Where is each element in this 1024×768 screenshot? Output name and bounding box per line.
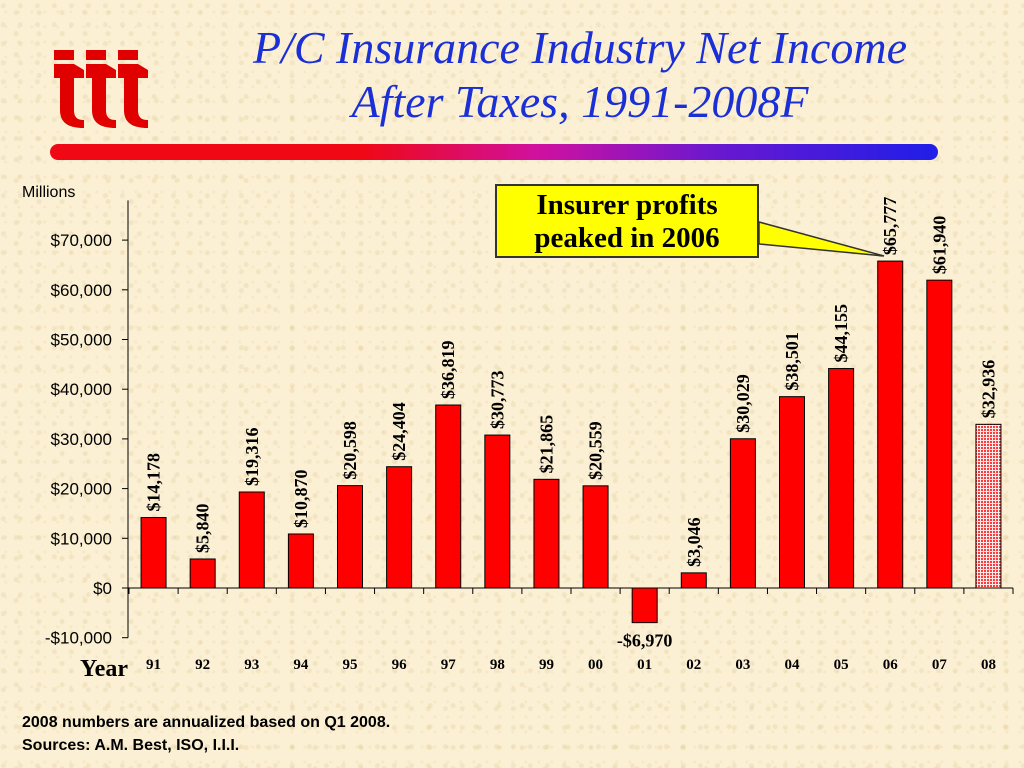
- data-label: $32,936: [978, 360, 998, 419]
- bar: [435, 404, 462, 589]
- x-tick-label: 95: [343, 657, 358, 673]
- data-label: $38,501: [782, 332, 802, 391]
- data-label: $24,404: [389, 402, 409, 461]
- data-label: $61,940: [929, 216, 949, 275]
- data-label: $30,029: [733, 374, 753, 433]
- bar: [189, 558, 216, 589]
- x-tick-label: 07: [932, 657, 948, 673]
- x-tick-label: 91: [146, 657, 161, 673]
- data-label: $21,865: [536, 415, 556, 474]
- x-tick-label: 01: [637, 657, 652, 673]
- bar: [287, 533, 314, 589]
- bar: [779, 396, 805, 589]
- bar: [533, 478, 560, 589]
- y-tick-label: $0: [93, 579, 112, 598]
- y-tick-label: -$10,000: [45, 629, 112, 648]
- data-label: $20,559: [586, 421, 606, 480]
- x-axis-label: Year: [80, 656, 128, 682]
- y-tick-label: $50,000: [51, 331, 112, 350]
- callout-box: Insurer profits peaked in 2006: [495, 184, 759, 258]
- data-label: $36,819: [438, 341, 458, 400]
- x-tick-label: 00: [588, 657, 603, 673]
- bar: [140, 517, 167, 589]
- data-label: $14,178: [144, 453, 164, 512]
- bar: [238, 491, 265, 589]
- y-tick-label: $10,000: [51, 529, 112, 548]
- data-label: $30,773: [487, 371, 507, 430]
- bar: [386, 466, 413, 589]
- x-tick-label: 02: [686, 657, 701, 673]
- chart-title-line-1: P/C Insurance Industry Net Income: [252, 22, 908, 73]
- bar: [828, 368, 855, 589]
- chart-title-line-2: After Taxes, 1991-2008F: [351, 76, 809, 127]
- bar: [484, 434, 511, 589]
- x-tick-label: 99: [539, 657, 554, 673]
- callout-pointer-wedge: [758, 221, 885, 257]
- bar: [877, 260, 904, 589]
- y-tick-label: $20,000: [51, 480, 112, 499]
- x-tick-label: 92: [195, 657, 210, 673]
- x-tick-label: 96: [392, 657, 408, 673]
- data-label: -$6,970: [617, 631, 673, 651]
- title-divider-bar: [50, 144, 938, 160]
- y-tick-label: $40,000: [51, 380, 112, 399]
- y-axis-label: Millions: [22, 184, 75, 201]
- bar-forecast: [975, 423, 1002, 589]
- y-tick-label: $60,000: [51, 281, 112, 300]
- x-tick-label: 03: [735, 657, 750, 673]
- bar: [631, 587, 658, 624]
- bar-chart: -$10,000 $0 $10,000 $20,000 $30,000 $40,000 $5…: [22, 184, 1014, 682]
- data-label: $65,777: [880, 197, 900, 256]
- bar: [729, 438, 756, 589]
- data-label: $20,598: [340, 421, 360, 480]
- footnote-annualized: 2008 numbers are annualized based on Q1 …: [22, 714, 391, 731]
- bar: [680, 572, 707, 589]
- x-tick-label: 97: [441, 657, 457, 673]
- data-label: $5,840: [193, 503, 213, 553]
- x-tick-label: 94: [293, 657, 309, 673]
- bar: [926, 279, 953, 589]
- x-tick-label: 05: [834, 657, 849, 673]
- x-tick-label: 04: [785, 657, 801, 673]
- footnote-sources: Sources: A.M. Best, ISO, I.I.I.: [22, 737, 240, 754]
- bar: [582, 485, 609, 589]
- data-label: $10,870: [291, 469, 311, 528]
- iii-logo-icon: [54, 50, 148, 128]
- y-tick-label: $30,000: [51, 430, 112, 449]
- x-tick-label: 93: [244, 657, 259, 673]
- x-tick-label: 06: [883, 657, 899, 673]
- x-tick-label: 08: [981, 657, 996, 673]
- y-tick-label: $70,000: [51, 231, 112, 250]
- x-tick-label: 98: [490, 657, 505, 673]
- data-label: $19,316: [242, 427, 262, 486]
- data-label: $44,155: [831, 304, 851, 363]
- bar: [337, 485, 363, 589]
- data-label: $3,046: [684, 517, 704, 567]
